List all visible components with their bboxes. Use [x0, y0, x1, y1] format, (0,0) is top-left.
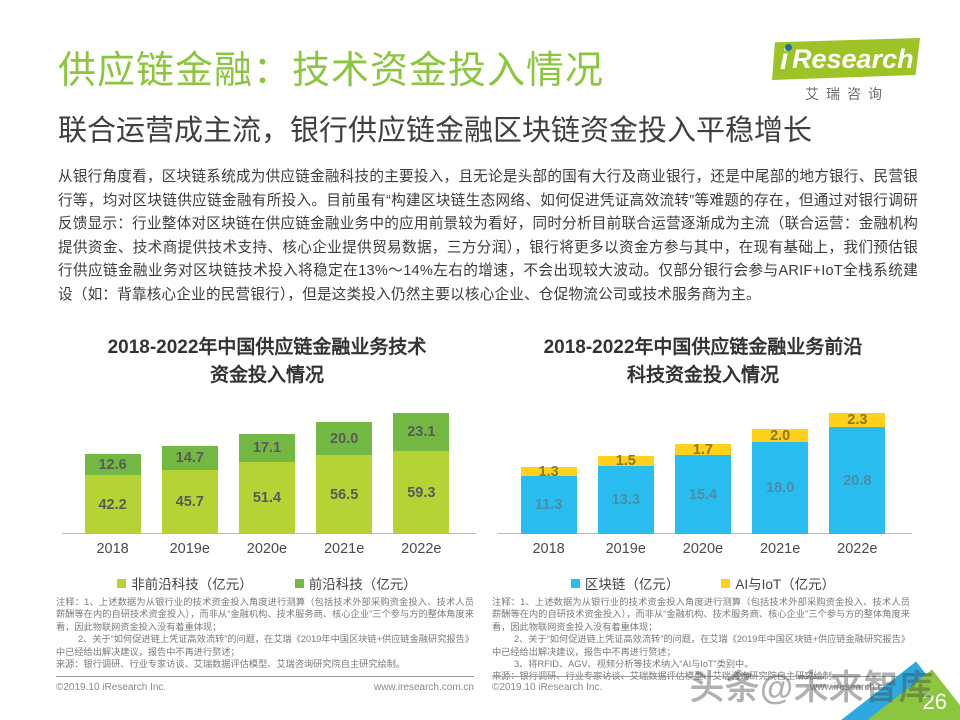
chart-right-title-line1: 2018-2022年中国供应链金融业务前沿	[543, 337, 863, 358]
footnote-1: 注释：1、上述数据为从银行业的技术资金投入角度进行测算（包括技术外部采购资金投入…	[492, 597, 910, 632]
legend-swatch-icon	[570, 578, 580, 588]
bar-segment-top: 12.6	[84, 454, 141, 475]
bar-segment-bottom: 59.3	[393, 451, 450, 534]
bar-segment-bottom: 45.7	[161, 470, 218, 534]
legend-swatch-icon	[721, 578, 731, 588]
footnote-3: 3、将RFID、AGV、视频分析等技术纳入“AI与IoT”类别中。	[514, 659, 754, 670]
chart-left: 2018-2022年中国供应链金融业务技术 资金投入情况 12.6 42.2 1…	[52, 332, 482, 592]
footer-divider-left	[56, 676, 474, 677]
x-tick-label: 2018	[96, 541, 129, 557]
x-tick-label: 2022e	[837, 541, 878, 557]
bar-column: 12.6 42.2	[84, 454, 141, 534]
x-tick-label: 2019e	[605, 541, 646, 557]
legend-label: 区块链（亿元）	[584, 577, 680, 592]
logo-dot-icon	[785, 44, 792, 51]
logo-letter-i: i	[780, 43, 789, 76]
footnotes-left: 注释：1、上述数据为从银行业的技术资金投入角度进行测算（包括技术外部采购资金投入…	[56, 596, 474, 670]
chart-left-xlabels: 2018 2019e 2020e 2021e 2022e	[52, 541, 482, 557]
chart-left-title: 2018-2022年中国供应链金融业务技术 资金投入情况	[52, 332, 482, 390]
bar-column: 2.0 18.0	[752, 428, 809, 534]
x-tick-label: 2018	[532, 541, 565, 557]
legend-swatch-icon	[294, 578, 304, 588]
legend-item: 区块链（亿元）	[570, 573, 680, 593]
website-link[interactable]: www.iresearch.com.cn	[809, 682, 910, 693]
bar-segment-top: 1.7	[674, 442, 731, 458]
bar-segment-top: 20.0	[316, 422, 373, 455]
chart-right-xlabels: 2018 2019e 2020e 2021e 2022e	[488, 541, 918, 557]
bar-segment-top: 2.3	[829, 412, 886, 428]
page-title: 供应链金融：技术资金投入情况	[58, 50, 605, 92]
legend-item: 非前沿科技（亿元）	[117, 573, 253, 593]
bar-column: 20.0 56.5	[316, 422, 373, 534]
footnote-2: 2、关于“如何促进链上凭证高效流转”的问题，在艾瑞《2019年中国区块链+供应链…	[492, 634, 910, 657]
chart-right-legend: 区块链（亿元） AI与IoT（亿元）	[488, 573, 918, 593]
bar-column: 14.7 45.7	[161, 446, 218, 534]
bar-column: 1.3 11.3	[520, 464, 577, 534]
bar-column: 2.3 20.8	[829, 412, 886, 534]
bar-segment-bottom: 11.3	[520, 476, 577, 534]
bar-segment-bottom: 20.8	[829, 427, 886, 534]
bar-segment-bottom: 51.4	[238, 462, 295, 534]
chart-left-title-line1: 2018-2022年中国供应链金融业务技术	[107, 337, 427, 358]
footnote-2: 2、关于“如何促进链上凭证高效流转”的问题，在艾瑞《2019年中国区块链+供应链…	[56, 634, 474, 657]
footnote-source: 来源：银行调研、行业专家访谈、艾瑞数据评估模型、艾瑞咨询研究院自主研究绘制。	[56, 659, 406, 670]
bar-segment-top: 23.1	[393, 413, 450, 451]
copyright-text: ©2019.10 iResearch Inc.	[56, 682, 167, 693]
bar-segment-bottom: 15.4	[674, 455, 731, 534]
chart-right-plot: 1.3 11.3 1.5 13.3 1.7 15.4 2.0 18.0 2.3 …	[488, 404, 918, 534]
bar-column: 17.1 51.4	[238, 434, 295, 534]
footer-left: ©2019.10 iResearch Inc. www.iresearch.co…	[56, 682, 474, 693]
legend-label: AI与IoT（亿元）	[735, 577, 836, 592]
x-tick-label: 2020e	[682, 541, 724, 557]
legend-item: AI与IoT（亿元）	[721, 573, 835, 593]
bar-segment-top: 1.3	[520, 464, 577, 480]
footer-right: ©2019.10 iResearch Inc. www.iresearch.co…	[492, 682, 910, 693]
copyright-text: ©2019.10 iResearch Inc.	[492, 682, 603, 693]
chart-left-title-line2: 资金投入情况	[209, 365, 324, 386]
legend-label: 非前沿科技（亿元）	[131, 577, 253, 592]
bar-segment-bottom: 42.2	[84, 475, 141, 534]
bar-segment-top: 2.0	[752, 428, 809, 444]
chart-right: 2018-2022年中国供应链金融业务前沿 科技资金投入情况 1.3 11.3 …	[488, 332, 918, 592]
footer-divider-right	[492, 676, 910, 677]
x-tick-label: 2021e	[323, 541, 365, 557]
chart-right-title: 2018-2022年中国供应链金融业务前沿 科技资金投入情况	[488, 332, 918, 390]
x-tick-label: 2022e	[401, 541, 442, 557]
iresearch-logo: i Research 艾瑞咨询	[760, 38, 920, 104]
body-paragraph: 从银行角度看，区块链系统成为供应链金融科技的主要投入，且无论是头部的国有大行及商…	[58, 169, 918, 303]
legend-swatch-icon	[117, 578, 127, 588]
page-number: 26	[922, 689, 947, 714]
bar-segment-top: 17.1	[238, 434, 295, 462]
x-tick-label: 2020e	[246, 541, 288, 557]
chart-left-plot: 12.6 42.2 14.7 45.7 17.1 51.4 20.0 56.5 …	[52, 404, 482, 534]
bar-segment-top: 1.5	[597, 453, 654, 469]
page-subtitle: 联合运营成主流，银行供应链金融区块链资金投入平稳增长	[58, 115, 813, 147]
legend-item: 前沿科技（亿元）	[294, 573, 417, 593]
bar-segment-bottom: 13.3	[597, 466, 654, 534]
bar-segment-top: 14.7	[161, 446, 218, 470]
logo-parallelogram	[772, 38, 920, 80]
legend-label: 前沿科技（亿元）	[308, 577, 417, 592]
bar-segment-bottom: 18.0	[752, 442, 809, 534]
bar-column: 23.1 59.3	[393, 413, 450, 534]
logo-chinese-name: 艾瑞咨询	[805, 86, 889, 102]
chart-left-legend: 非前沿科技（亿元） 前沿科技（亿元）	[52, 573, 482, 593]
chart-right-title-line2: 科技资金投入情况	[626, 365, 779, 386]
logo-wordmark: Research	[792, 44, 914, 74]
bar-segment-bottom: 56.5	[316, 455, 373, 534]
bar-column: 1.7 15.4	[674, 442, 731, 534]
x-tick-label: 2019e	[169, 541, 210, 557]
x-tick-label: 2021e	[759, 541, 801, 557]
footnote-1: 注释：1、上述数据为从银行业的技术资金投入角度进行测算（包括技术外部采购资金投入…	[56, 597, 474, 632]
website-link[interactable]: www.iresearch.com.cn	[373, 682, 474, 693]
bar-column: 1.5 13.3	[597, 453, 654, 534]
